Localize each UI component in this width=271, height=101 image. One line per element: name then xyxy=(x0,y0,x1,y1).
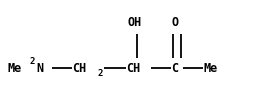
Text: C: C xyxy=(171,62,178,75)
Text: CH: CH xyxy=(126,62,140,75)
Text: Me: Me xyxy=(203,62,217,75)
Text: 2: 2 xyxy=(29,57,34,66)
Text: N: N xyxy=(36,62,43,75)
Text: O: O xyxy=(172,15,179,28)
Text: CH: CH xyxy=(72,62,86,75)
Text: OH: OH xyxy=(127,15,141,28)
Text: 2: 2 xyxy=(97,69,102,78)
Text: Me: Me xyxy=(8,62,22,75)
